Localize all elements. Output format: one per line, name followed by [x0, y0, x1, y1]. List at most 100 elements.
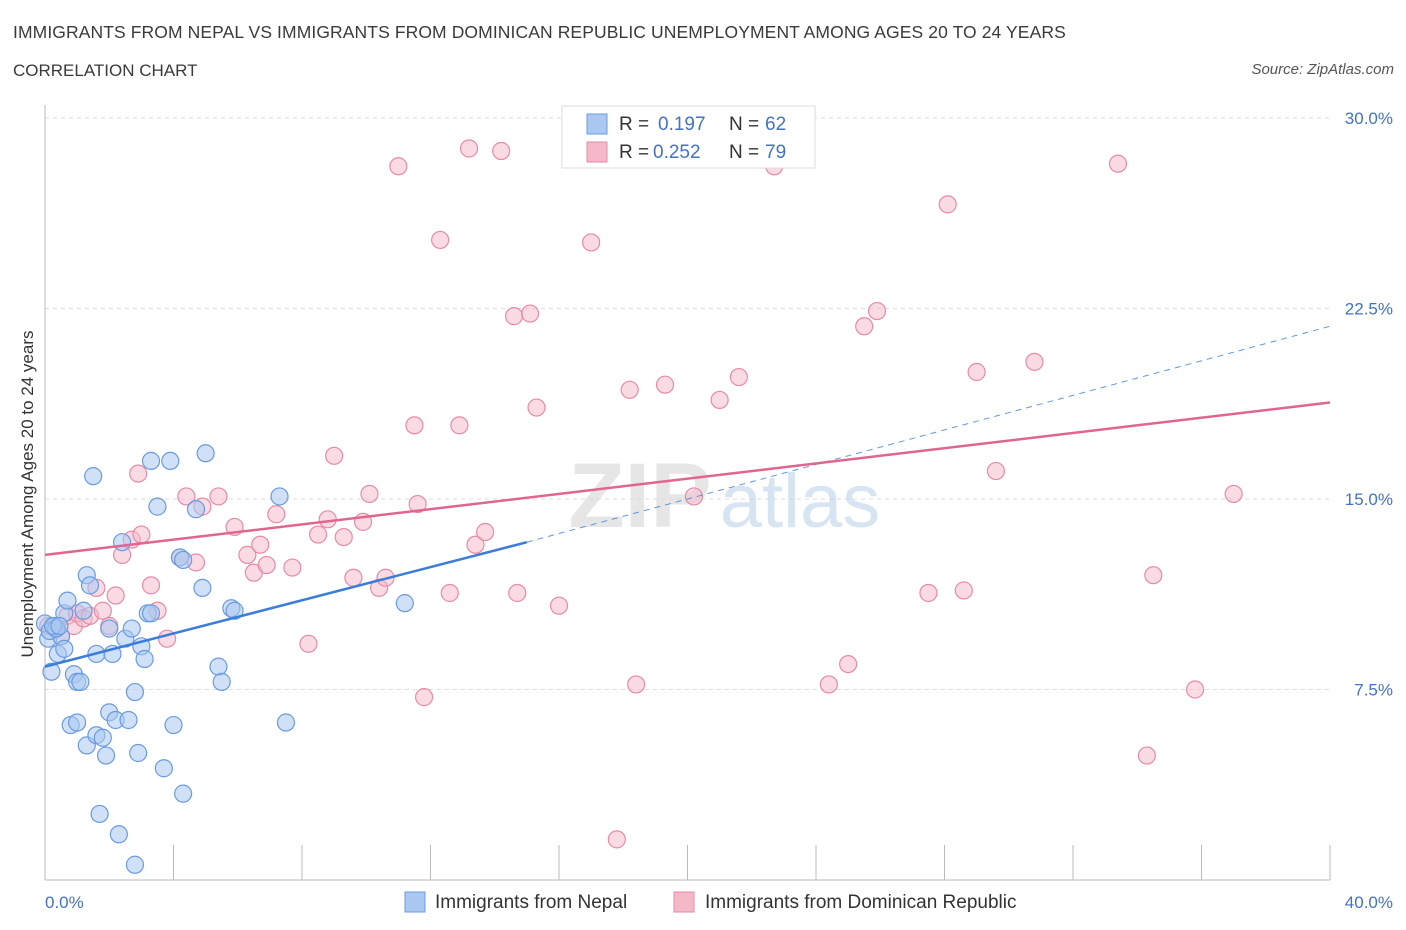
data-point-dominican-republic [251, 535, 270, 554]
data-point-nepal [90, 804, 109, 824]
data-point-dominican-republic [414, 688, 434, 707]
data-point-dominican-republic [132, 525, 151, 544]
trend-line-nepal [44, 540, 528, 668]
y-axis-title: Unemployment Among Ages 20 to 24 years [18, 331, 37, 658]
data-point-nepal [58, 591, 77, 610]
data-point-dominican-republic [684, 487, 704, 506]
data-point-dominican-republic [855, 317, 874, 336]
x-tick-label: 40.0% [1345, 893, 1393, 912]
data-point-nepal [125, 855, 145, 874]
data-point-nepal [161, 451, 180, 470]
data-point-nepal [193, 578, 212, 598]
data-point-dominican-republic [129, 464, 148, 483]
data-point-dominican-republic [299, 634, 318, 653]
data-point-dominican-republic [450, 416, 469, 435]
data-point-nepal [71, 672, 90, 691]
data-point-dominican-republic [1185, 680, 1205, 699]
bottom-legend-swatch-dr [673, 891, 695, 913]
data-point-nepal [212, 672, 231, 691]
data-point-nepal [68, 713, 87, 732]
data-point-nepal [74, 601, 93, 620]
top-legend: R = 0.197 N = 62 R = 0.252 N = 79 [561, 105, 816, 169]
data-point-nepal [174, 784, 193, 803]
data-point-nepal [55, 639, 74, 658]
x-tick-label: 0.0% [45, 893, 84, 912]
data-point-dominican-republic [440, 583, 459, 603]
data-point-nepal [122, 619, 141, 638]
legend-n-value-nepal: 62 [765, 114, 786, 135]
data-point-dominican-republic [344, 568, 363, 587]
data-point-nepal [93, 728, 112, 747]
y-tick-label: 7.5% [1354, 681, 1393, 700]
data-point-nepal [80, 576, 100, 595]
data-point-dominican-republic [954, 581, 973, 600]
data-point-dominican-republic [839, 654, 858, 674]
data-point-dominican-republic [405, 416, 424, 435]
tick-labels: 7.5% 15.0% 22.5% 30.0% 0.0% 40.0% [45, 109, 1393, 912]
data-point-dominican-republic [408, 494, 427, 514]
data-point-dominican-republic [238, 545, 257, 564]
data-point-nepal [109, 825, 128, 844]
data-point-nepal [225, 601, 244, 620]
legend-r-label-nepal: R = [619, 114, 649, 135]
trend-line-nepal-extension [526, 325, 1331, 543]
trend-lines [44, 325, 1331, 668]
data-point-dominican-republic [867, 301, 887, 321]
data-point-dominican-republic [620, 380, 639, 399]
data-point-dominican-republic [93, 601, 112, 620]
data-point-dominican-republic [607, 830, 626, 849]
data-point-dominican-republic [1224, 484, 1243, 504]
legend-r-value-nepal: 0.197 [658, 114, 706, 135]
data-point-dominican-republic [466, 535, 485, 554]
data-point-dominican-republic [986, 461, 1006, 481]
data-point-dominican-republic [459, 139, 479, 158]
data-point-dominican-republic [1144, 566, 1163, 585]
data-point-nepal [154, 759, 173, 778]
data-point-nepal [125, 682, 145, 702]
data-point-dominican-republic [476, 522, 495, 542]
data-point-nepal [112, 533, 132, 552]
watermark-atlas: atlas [720, 459, 881, 544]
legend-swatch-dr [586, 141, 608, 163]
series-nepal-points [35, 444, 414, 874]
data-point-dominican-republic [334, 527, 353, 547]
data-point-dominican-republic [389, 157, 408, 176]
chart-subtitle: CORRELATION CHART [13, 61, 198, 80]
data-point-nepal [148, 497, 167, 516]
data-point-dominican-republic [967, 362, 986, 382]
data-point-dominican-republic [527, 398, 546, 417]
data-point-dominican-republic [729, 367, 749, 387]
data-point-dominican-republic [549, 596, 569, 615]
data-point-dominican-republic [360, 484, 379, 504]
data-point-dominican-republic [938, 195, 957, 214]
chart-title: IMMIGRANTS FROM NEPAL VS IMMIGRANTS FROM… [13, 22, 1066, 42]
data-point-dominican-republic [267, 505, 286, 524]
data-point-dominican-republic [325, 446, 344, 465]
data-point-nepal [100, 619, 119, 638]
bottom-legend-label-nepal: Immigrants from Nepal [435, 892, 627, 913]
axes [44, 105, 1331, 881]
data-point-dominican-republic [283, 558, 302, 577]
data-point-dominican-republic [504, 307, 524, 326]
data-point-nepal [196, 444, 215, 463]
y-tick-label: 30.0% [1345, 109, 1393, 128]
data-point-dominican-republic [626, 675, 646, 694]
y-tick-label: 15.0% [1345, 490, 1393, 509]
data-point-dominican-republic [710, 390, 729, 410]
data-point-dominican-republic [508, 583, 527, 603]
data-point-nepal [96, 746, 116, 765]
data-point-dominican-republic [819, 675, 838, 694]
data-point-nepal [84, 467, 103, 486]
data-point-nepal [174, 550, 193, 570]
legend-n-value-dr: 79 [765, 142, 786, 163]
data-point-dominican-republic [1108, 154, 1128, 173]
data-point-nepal [42, 662, 61, 681]
data-point-dominican-republic [582, 233, 601, 252]
data-point-nepal [209, 657, 228, 676]
data-point-nepal [135, 649, 154, 669]
data-point-nepal [276, 713, 296, 732]
data-point-nepal [50, 616, 69, 636]
data-point-dominican-republic [257, 555, 276, 575]
legend-swatch-nepal [586, 113, 608, 135]
